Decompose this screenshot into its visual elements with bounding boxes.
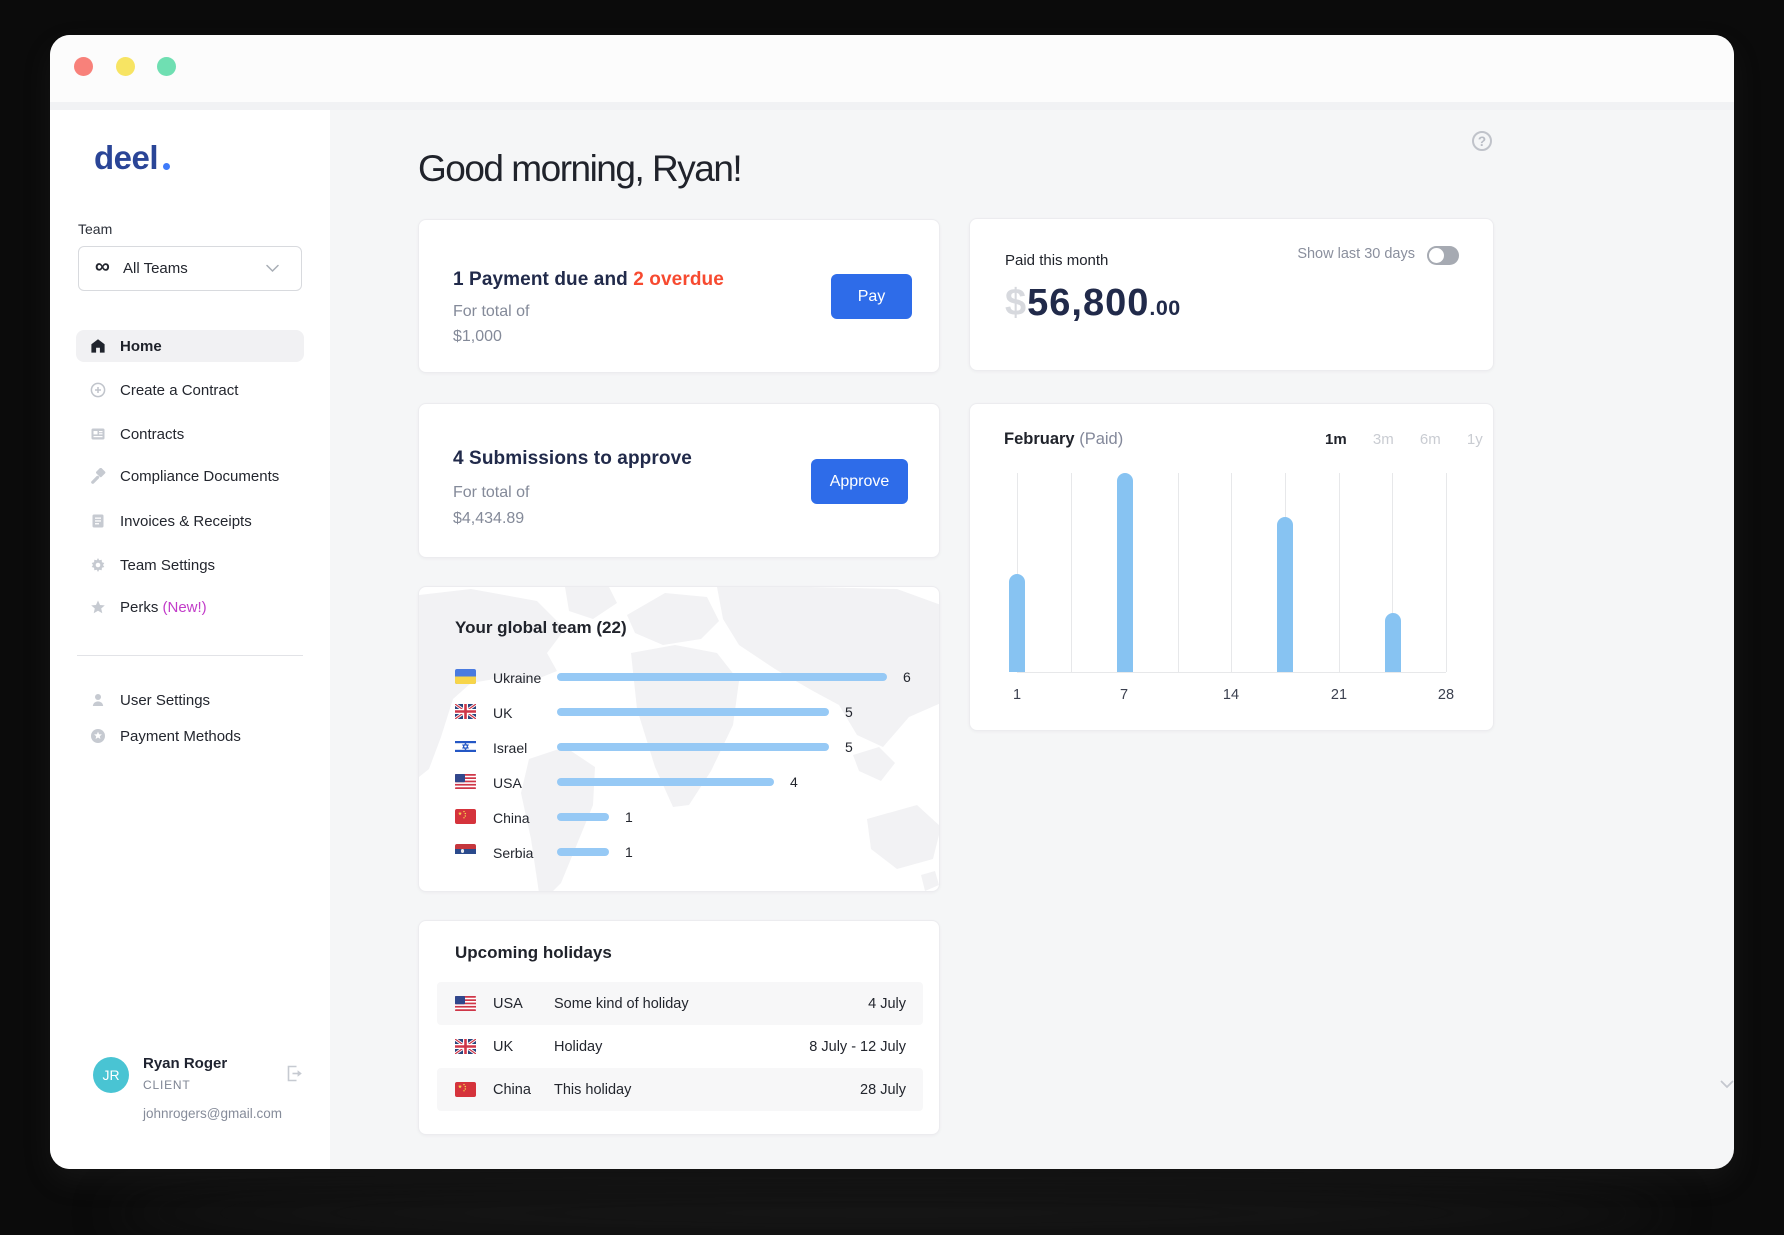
svg-text:28: 28 [1438,687,1454,703]
svg-text:1: 1 [1013,687,1021,703]
svg-text:14: 14 [1223,687,1239,703]
svg-text:7: 7 [1120,687,1128,703]
svg-text:21: 21 [1331,687,1347,703]
